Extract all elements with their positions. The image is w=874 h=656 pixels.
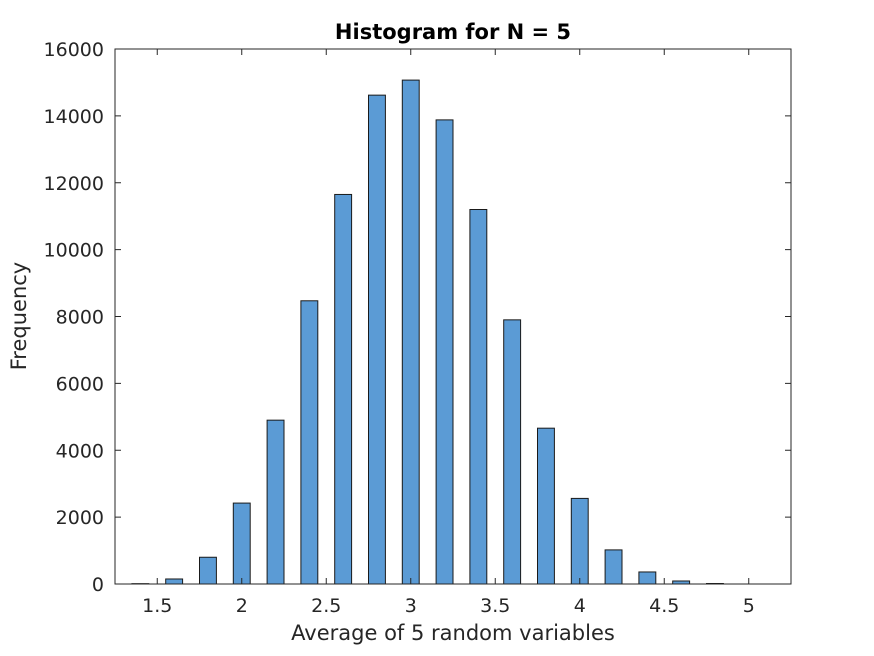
histogram-bar-1 bbox=[165, 578, 184, 585]
x-axis-title: Average of 5 random variables bbox=[291, 621, 615, 645]
x-tick-label-4: 3.5 bbox=[480, 595, 510, 617]
histogram-bar-11 bbox=[503, 319, 522, 585]
histogram-bar-15 bbox=[638, 571, 657, 585]
y-axis-title: Frequency bbox=[7, 262, 31, 371]
x-tick-label-6: 4.5 bbox=[649, 595, 679, 617]
plot-area bbox=[114, 48, 792, 585]
x-axis-ticks: 1.5 2 2.5 3 3.5 4 4.5 5 bbox=[142, 49, 755, 617]
histogram-bar-4 bbox=[266, 419, 285, 585]
y-tick-label-1: 2000 bbox=[56, 507, 104, 529]
histogram-bar-13 bbox=[570, 497, 589, 585]
x-tick-label-3: 3 bbox=[405, 595, 417, 617]
histogram-bar-5 bbox=[300, 300, 319, 585]
x-tick-label-1: 2 bbox=[236, 595, 248, 617]
y-tick-label-0: 0 bbox=[92, 574, 104, 596]
x-tick-label-2: 2.5 bbox=[311, 595, 341, 617]
y-tick-label-2: 4000 bbox=[56, 440, 104, 462]
y-tick-label-6: 12000 bbox=[44, 173, 104, 195]
y-tick-label-4: 8000 bbox=[56, 307, 104, 329]
histogram-bar-7 bbox=[368, 94, 386, 585]
y-tick-label-8: 16000 bbox=[44, 39, 104, 61]
y-tick-label-3: 6000 bbox=[56, 373, 104, 395]
histogram-bar-6 bbox=[334, 193, 353, 585]
histogram-bar-2 bbox=[199, 556, 217, 585]
x-tick-label-0: 1.5 bbox=[142, 595, 172, 617]
histogram-bar-9 bbox=[435, 119, 454, 585]
x-tick-label-5: 4 bbox=[574, 595, 586, 617]
y-tick-label-7: 14000 bbox=[44, 106, 104, 128]
y-tick-label-5: 10000 bbox=[44, 240, 104, 262]
histogram-bar-10 bbox=[469, 209, 488, 585]
x-tick-label-7: 5 bbox=[743, 595, 755, 617]
y-axis-ticks: 0 2000 4000 6000 8000 10000 12000 14000 16000 bbox=[44, 39, 791, 596]
bars-group bbox=[131, 79, 724, 585]
histogram-bar-8 bbox=[401, 79, 420, 585]
histogram-bar-14 bbox=[604, 549, 623, 585]
histogram-bar-3 bbox=[232, 502, 251, 585]
chart-title: Histogram for N = 5 bbox=[335, 20, 571, 44]
histogram-bar-12 bbox=[537, 427, 555, 585]
